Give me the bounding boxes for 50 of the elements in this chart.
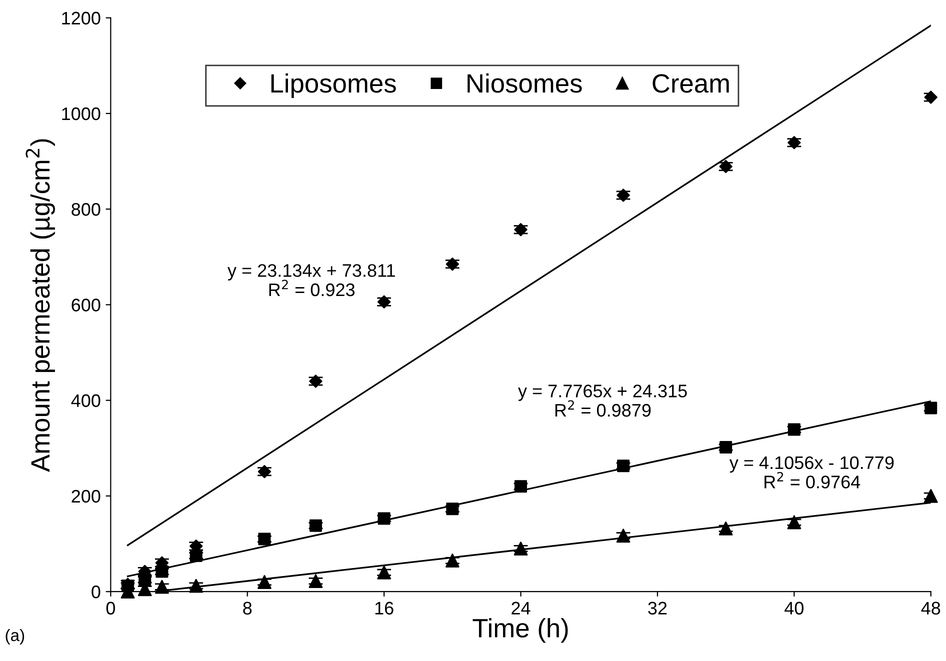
annotation: y = 4.1056x - 10.779 R$^{2}$ = 0.9764 bbox=[729, 456, 894, 488]
point bbox=[720, 440, 732, 454]
point bbox=[514, 223, 528, 236]
y-tick-label: 200 bbox=[72, 490, 100, 503]
x-tick-label: 48 bbox=[921, 602, 940, 615]
y-axis-title: Amount permeated (µg/cm$^{2}$) bbox=[26, 139, 55, 472]
point bbox=[719, 160, 732, 174]
y-tick-label: 1000 bbox=[62, 107, 100, 120]
point bbox=[377, 295, 391, 308]
x-tick-label: 16 bbox=[375, 602, 394, 615]
point bbox=[189, 578, 204, 593]
annotation: y = 7.7765x + 24.315 R$^{2}$ = 0.9879 bbox=[518, 384, 687, 417]
point bbox=[378, 512, 390, 525]
point bbox=[514, 542, 528, 556]
y-tick-label: 1200 bbox=[62, 12, 100, 25]
legend-label: Cream bbox=[652, 74, 729, 93]
point bbox=[258, 532, 271, 546]
x-tick-label: 0 bbox=[106, 602, 115, 615]
y-tick-label: 800 bbox=[72, 203, 100, 216]
x-axis-title: Time (h) bbox=[472, 618, 568, 643]
x-tick-label: 8 bbox=[243, 602, 252, 615]
x-tick-label: 24 bbox=[512, 602, 530, 614]
point bbox=[617, 460, 630, 472]
point bbox=[718, 522, 733, 536]
point bbox=[514, 480, 528, 493]
y-tick-label: 0 bbox=[92, 586, 100, 598]
point bbox=[309, 519, 322, 532]
point bbox=[308, 574, 323, 588]
point bbox=[924, 90, 938, 104]
annotation: y = 23.134x + 73.811 R$^{2}$ = 0.923 bbox=[228, 264, 395, 296]
point bbox=[190, 549, 202, 562]
point bbox=[787, 515, 802, 530]
point bbox=[924, 402, 938, 414]
point bbox=[446, 257, 460, 271]
point bbox=[788, 136, 801, 150]
point bbox=[309, 374, 322, 388]
y-tick-label: 600 bbox=[72, 298, 100, 312]
point bbox=[258, 575, 272, 589]
legend-label: Liposomes bbox=[271, 73, 396, 98]
point bbox=[788, 423, 800, 436]
x-tick-label: 40 bbox=[784, 602, 804, 615]
point bbox=[924, 489, 938, 503]
point bbox=[446, 502, 459, 516]
point bbox=[377, 566, 392, 580]
point bbox=[445, 554, 460, 568]
point bbox=[616, 528, 630, 543]
text: (a) bbox=[6, 628, 24, 644]
y-tick-label: 400 bbox=[71, 394, 100, 408]
legend-label: Niosomes bbox=[468, 73, 582, 93]
x-tick-label: 32 bbox=[648, 602, 667, 615]
